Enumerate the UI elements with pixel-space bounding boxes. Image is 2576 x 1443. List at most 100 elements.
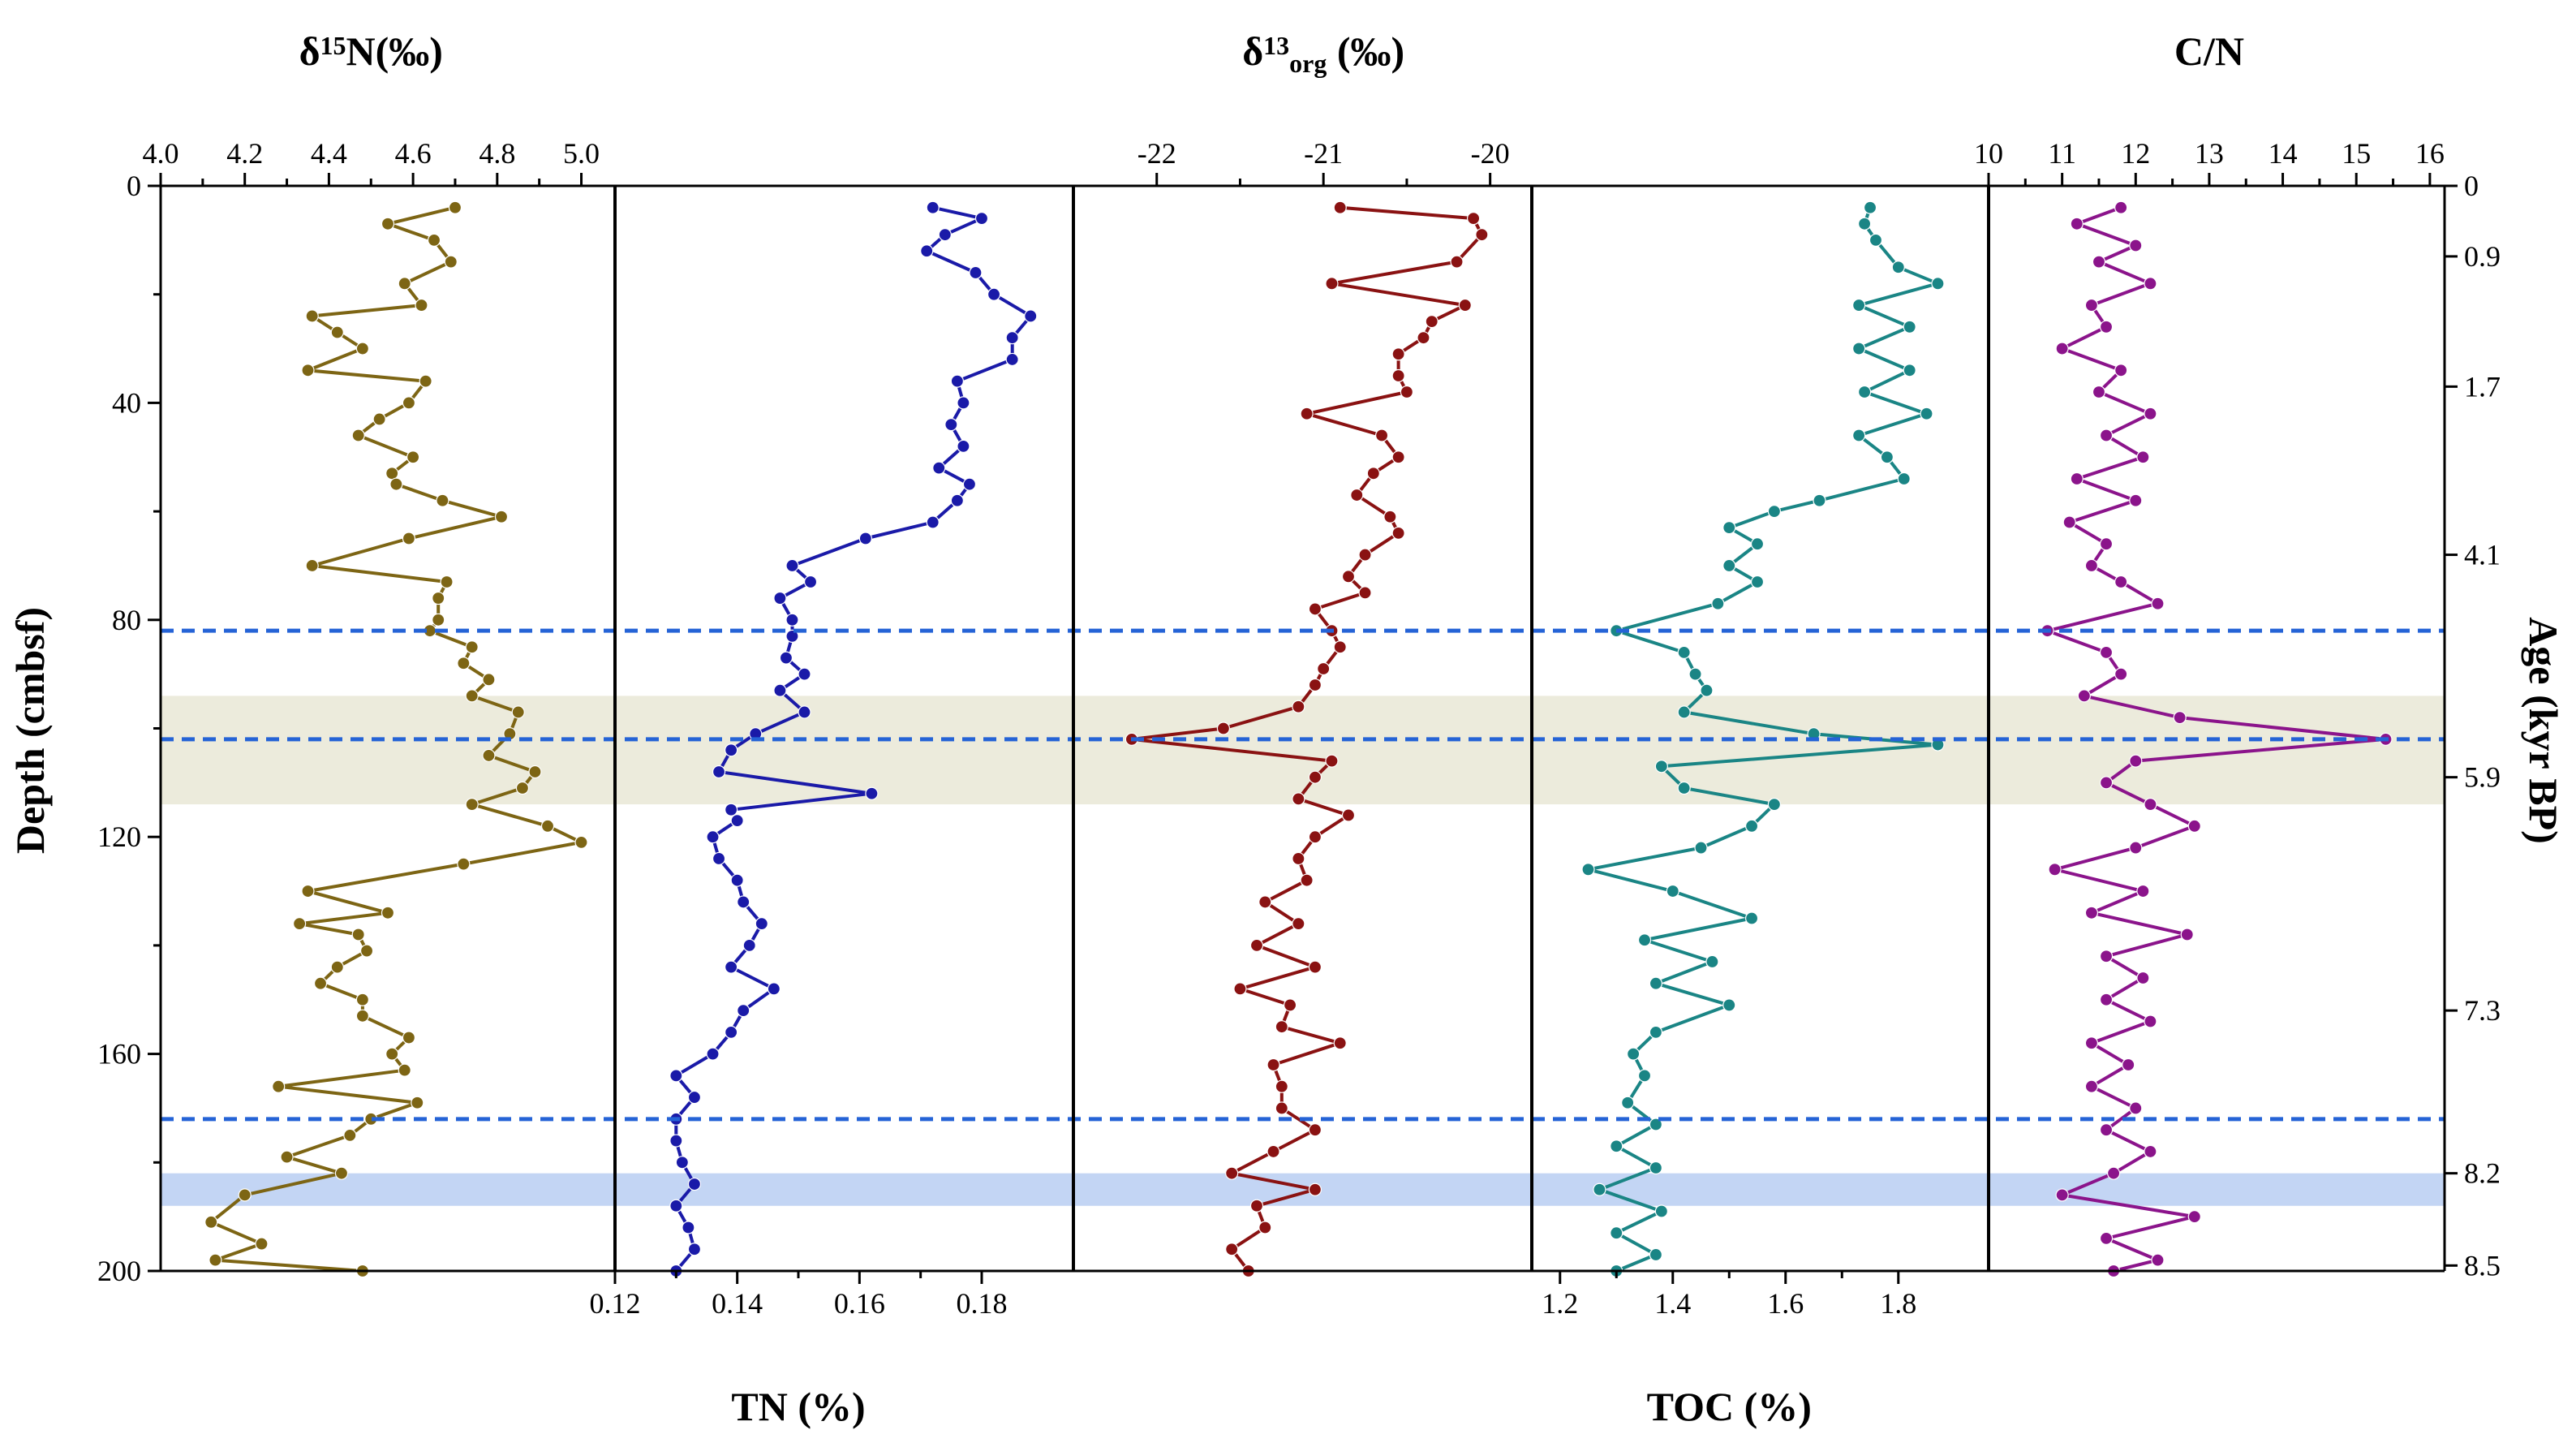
age-tick-label: 0.9 [2464, 240, 2501, 273]
data-point-d13Corg-6 [1458, 298, 1472, 312]
data-point-CN-4 [2092, 255, 2106, 269]
data-point-TOC-38 [1705, 954, 1719, 969]
data-point-TN-42 [737, 1004, 750, 1018]
tick-label-CN: 14 [2269, 137, 2298, 170]
data-point-d13Corg-10 [1391, 368, 1405, 383]
data-point-TOC-15 [1813, 493, 1826, 507]
data-point-TOC-41 [1649, 1025, 1663, 1039]
data-point-CN-33 [2136, 884, 2150, 898]
data-point-TOC-11 [1920, 407, 1933, 420]
data-point-d13Corg-16 [1350, 488, 1364, 502]
data-point-d15N-50 [398, 1063, 411, 1077]
data-point-TOC-42 [1627, 1047, 1641, 1061]
data-point-d13Corg-1 [1333, 200, 1347, 214]
data-point-TOC-5 [1931, 277, 1945, 291]
data-point-d13Corg-7 [1425, 315, 1439, 329]
age-tick-label: 7.3 [2464, 994, 2501, 1027]
data-point-TOC-24 [1688, 667, 1702, 681]
depth-tick-label: 40 [112, 386, 141, 419]
data-point-d13Corg-37 [1258, 895, 1272, 909]
data-point-CN-31 [2129, 841, 2143, 855]
data-point-TN-30 [712, 765, 726, 779]
data-point-d13Corg-44 [1333, 1036, 1347, 1050]
data-point-CN-10 [2092, 385, 2106, 399]
data-point-d13Corg-25 [1317, 661, 1331, 676]
data-point-d15N-59 [255, 1237, 269, 1251]
age-tick-label: 0 [2464, 170, 2479, 202]
data-point-d13Corg-30 [1325, 754, 1339, 768]
data-point-d13Corg-52 [1249, 1199, 1264, 1213]
data-point-d15N-21 [305, 558, 319, 573]
data-point-d15N-43 [359, 944, 374, 958]
data-point-d15N-6 [415, 298, 428, 312]
data-point-d13Corg-27 [1292, 700, 1305, 713]
data-point-d13Corg-54 [1225, 1243, 1239, 1256]
tick-label-TOC: 1.8 [1880, 1287, 1916, 1320]
data-point-TN-19 [785, 558, 799, 573]
data-point-TN-1 [926, 200, 940, 214]
data-point-CN-1 [2114, 200, 2128, 214]
data-point-TN-44 [706, 1047, 720, 1061]
tick-label-d15N: 4.2 [226, 137, 263, 170]
data-point-d15N-42 [351, 928, 365, 941]
data-point-d15N-12 [402, 396, 416, 410]
data-point-d13Corg-14 [1391, 450, 1405, 464]
data-point-d15N-36 [540, 819, 555, 833]
data-point-TN-34 [706, 830, 720, 844]
tick-label-TN: 0.12 [590, 1287, 641, 1320]
data-point-TOC-16 [1767, 504, 1781, 519]
data-point-TOC-37 [1637, 933, 1652, 947]
title-subscript: org [1289, 49, 1327, 78]
data-point-TN-29 [725, 743, 738, 757]
tick-label-TN: 0.18 [957, 1287, 1008, 1320]
data-point-CN-46 [2106, 1166, 2121, 1180]
data-point-TOC-46 [1610, 1139, 1623, 1153]
axes: 0 40 80 120 160 200 0 0.9 1.7 4.1 5.9 7.3 8.2 8.5 4.0 4… [97, 28, 2501, 1429]
data-point-TOC-12 [1852, 429, 1866, 442]
title-superscript: 15 [320, 31, 346, 60]
data-point-TN-2 [974, 212, 989, 226]
data-point-TN-50 [687, 1177, 702, 1191]
data-point-CN-16 [2062, 515, 2076, 529]
title-part: δ [1242, 28, 1263, 74]
data-point-CN-48 [2187, 1210, 2201, 1224]
data-point-TOC-26 [1677, 705, 1691, 719]
data-point-CN-27 [2129, 754, 2143, 768]
data-point-d13Corg-28 [1216, 722, 1231, 735]
data-point-d15N-27 [457, 657, 471, 670]
data-point-d15N-9 [355, 342, 369, 355]
data-point-TOC-51 [1649, 1247, 1663, 1262]
data-point-TN-23 [785, 629, 799, 643]
data-point-d15N-57 [238, 1188, 252, 1202]
data-point-TN-37 [737, 895, 750, 909]
data-point-CN-24 [2077, 689, 2091, 703]
data-point-TN-26 [773, 683, 787, 697]
data-point-d15N-41 [293, 917, 307, 931]
tick-label-d15N: 4.0 [143, 137, 179, 170]
data-point-d13Corg-26 [1308, 678, 1322, 692]
data-point-TN-32 [725, 803, 738, 816]
data-point-TN-20 [803, 575, 818, 589]
tick-label-d15N: 4.8 [479, 137, 515, 170]
data-point-TOC-7 [1903, 320, 1916, 334]
data-point-CN-22 [2099, 645, 2114, 660]
data-point-TOC-3 [1869, 233, 1883, 247]
data-point-d15N-44 [330, 960, 344, 974]
tick-label-TN: 0.14 [712, 1287, 763, 1320]
data-point-CN-40 [2084, 1036, 2099, 1050]
data-point-TN-41 [767, 982, 781, 996]
tick-label-d13Corg: -21 [1304, 137, 1343, 170]
data-point-TOC-10 [1857, 385, 1872, 399]
series-d15N [204, 200, 588, 1278]
data-point-TOC-39 [1649, 976, 1663, 990]
data-point-CN-18 [2084, 558, 2099, 573]
data-point-TN-24 [779, 651, 793, 665]
data-point-d15N-3 [427, 233, 441, 247]
data-point-TOC-21 [1711, 597, 1725, 610]
data-point-d13Corg-21 [1358, 586, 1372, 600]
data-point-TOC-23 [1677, 645, 1691, 660]
panel-title-d13Corg: δ13org (‰) [1242, 28, 1404, 78]
data-point-d13Corg-42 [1283, 998, 1297, 1012]
data-point-TOC-6 [1852, 298, 1866, 312]
